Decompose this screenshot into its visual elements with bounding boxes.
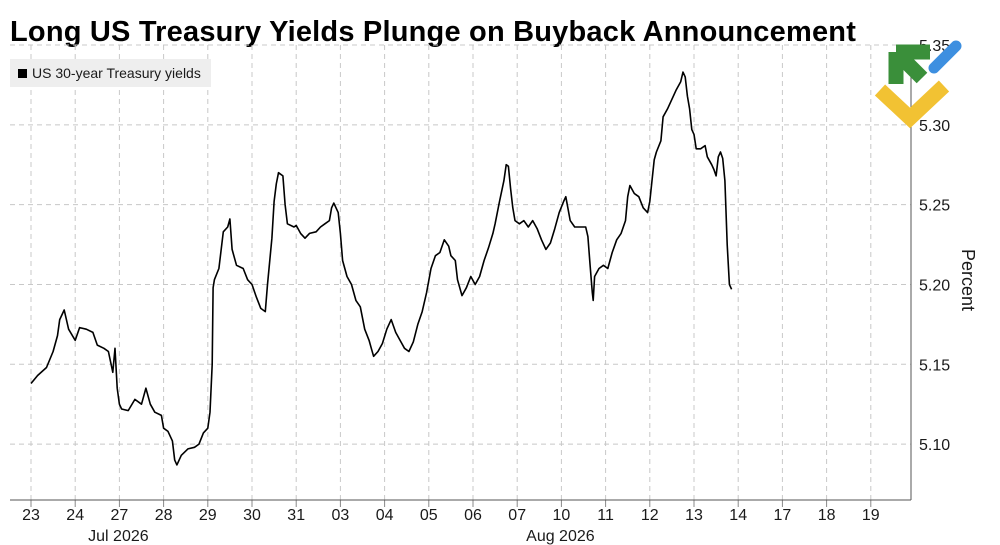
- x-tick-label: 23: [22, 507, 40, 524]
- y-tick-label: 5.30: [919, 118, 950, 135]
- x-tick-label: 04: [376, 507, 394, 524]
- series-line: [30, 71, 733, 466]
- y-tick-label: 5.10: [919, 437, 950, 454]
- x-tick-label: 05: [420, 507, 438, 524]
- x-tick-label: 03: [332, 507, 350, 524]
- x-tick-label: 07: [508, 507, 526, 524]
- series-group: [30, 71, 733, 466]
- brand-logo-icon: [874, 40, 962, 129]
- x-month-label: Jul 2026: [88, 528, 149, 545]
- x-tick-label: 14: [729, 507, 747, 524]
- legend-label: US 30-year Treasury yields: [32, 65, 201, 81]
- legend: US 30-year Treasury yields: [10, 59, 211, 87]
- x-tick-label: 17: [774, 507, 792, 524]
- y-tick-label: 5.25: [919, 198, 950, 215]
- logo-yellow-chevron: [874, 80, 950, 129]
- x-month-label: Aug 2026: [526, 528, 595, 545]
- x-tick-label: 28: [155, 507, 173, 524]
- logo-green-arrow: [888, 44, 930, 84]
- chart-grid: [10, 44, 911, 500]
- logo-blue-stroke: [928, 40, 962, 74]
- x-tick-label: 30: [243, 507, 261, 524]
- x-tick-label: 06: [464, 507, 482, 524]
- x-tick-label: 27: [111, 507, 129, 524]
- x-tick-label: 19: [862, 507, 880, 524]
- x-tick-label: 18: [818, 507, 836, 524]
- y-axis-title: Percent: [958, 249, 978, 311]
- chart-title: Long US Treasury Yields Plunge on Buybac…: [10, 16, 857, 48]
- x-tick-label: 13: [685, 507, 703, 524]
- x-axis: 23 24 27 28 29 30 31 03 04 05 06 07 10 11 12 13 14 17 18 19…: [10, 499, 911, 545]
- x-tick-label: 11: [597, 507, 614, 524]
- x-tick-label: 29: [199, 507, 217, 524]
- x-tick-label: 12: [641, 507, 659, 524]
- x-tick-label: 31: [287, 507, 305, 524]
- x-tick-label: 10: [553, 507, 571, 524]
- y-tick-label: 5.20: [919, 277, 950, 294]
- x-tick-label: 24: [66, 507, 84, 524]
- y-tick-label: 5.15: [919, 357, 950, 374]
- legend-swatch: [18, 68, 27, 78]
